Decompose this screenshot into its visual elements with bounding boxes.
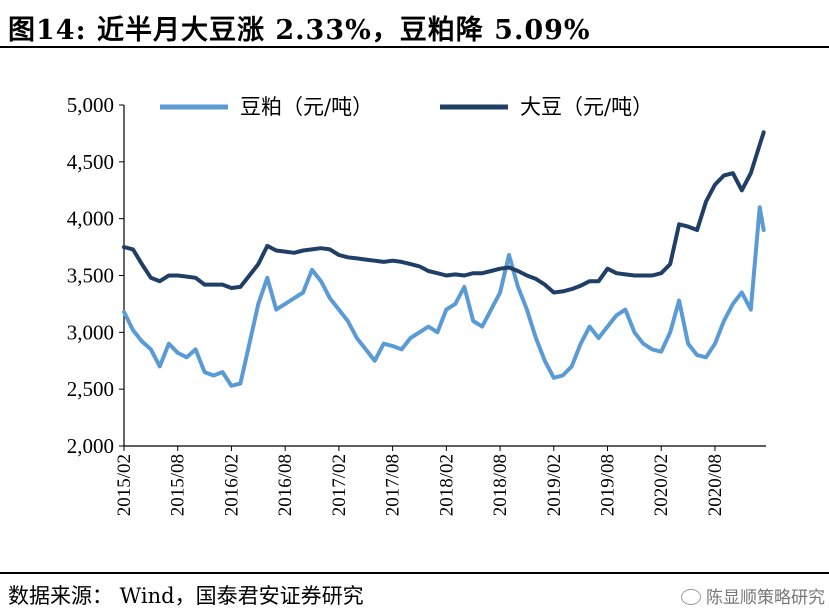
watermark: 陈显顺策略研究 <box>681 583 825 608</box>
y-tick-label: 2,000 <box>67 434 114 458</box>
x-tick-label: 2019/02 <box>544 454 565 516</box>
x-tick-label: 2016/02 <box>221 454 242 516</box>
x-tick-label: 2017/02 <box>329 454 350 516</box>
footer-rule <box>0 572 829 574</box>
x-tick-label: 2015/08 <box>168 454 189 516</box>
x-tick-label: 2019/08 <box>598 454 619 516</box>
legend-label: 豆粕（元/吨） <box>240 95 373 119</box>
wechat-icon <box>681 589 701 605</box>
source-note: 数据来源： Wind，国泰君安证券研究 <box>8 584 364 608</box>
watermark-text: 陈显顺策略研究 <box>706 588 825 608</box>
y-tick-label: 4,000 <box>67 207 114 231</box>
y-tick-label: 3,000 <box>67 320 114 344</box>
title-rule <box>0 46 829 48</box>
soybean-series-line <box>122 130 766 295</box>
soymeal-series-line <box>122 205 766 388</box>
figure-title: 图14: 近半月大豆涨 2.33%，豆粕降 5.09% <box>8 15 591 46</box>
x-tick-label: 2016/08 <box>275 454 296 516</box>
legend-label: 大豆（元/吨） <box>520 95 653 119</box>
y-tick-label: 5,000 <box>67 93 114 117</box>
x-tick-label: 2018/02 <box>436 454 457 516</box>
x-tick-label: 2020/02 <box>651 454 672 516</box>
x-tick-label: 2017/08 <box>383 454 404 516</box>
x-tick-label: 2020/08 <box>705 454 726 516</box>
x-tick-label: 2018/08 <box>490 454 511 516</box>
x-tick-label: 2015/02 <box>114 454 135 516</box>
y-tick-label: 2,500 <box>67 377 114 401</box>
line-chart: 2,000 2,500 3,000 3,500 4,000 4,500 5,000 2015/… <box>67 93 766 516</box>
y-tick-label: 4,500 <box>67 150 114 174</box>
y-tick-label: 3,500 <box>67 264 114 288</box>
